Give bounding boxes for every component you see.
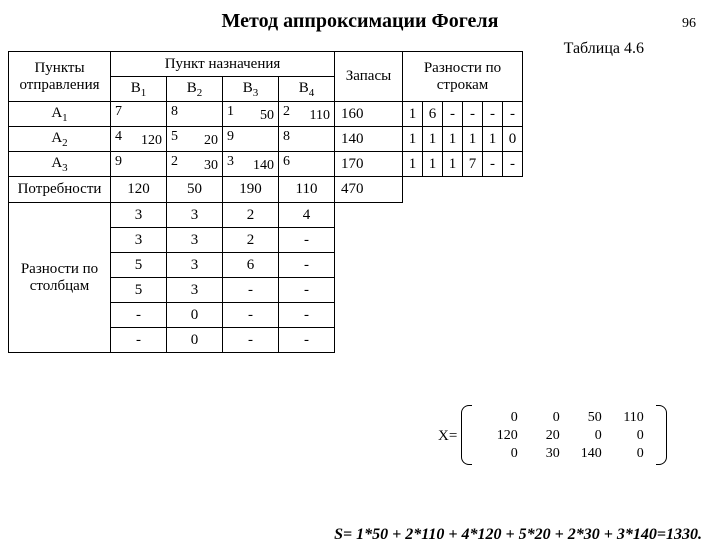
hdr-b3: B3 <box>223 77 279 102</box>
table-row: A1 7 8 150 2110 160 16---- <box>9 102 523 127</box>
col-diff-row: Разности по столбцам 3324 <box>9 203 523 228</box>
demand-row: Потребности 12050190110 470 <box>9 177 523 203</box>
page-title: Метод аппроксимации Фогеля <box>0 10 720 33</box>
vogel-table: Пункты отправления Пункт назначения Запа… <box>8 51 523 353</box>
hdr-sources: Пункты отправления <box>9 52 111 102</box>
row-label: A3 <box>9 152 111 177</box>
table-row: A2 4120 520 9 8 140 111110 <box>9 127 523 152</box>
hdr-b4: B4 <box>279 77 335 102</box>
hdr-b2: B2 <box>167 77 223 102</box>
table-row: A3 9 230 3140 6 170 1117-- <box>9 152 523 177</box>
table-caption: Таблица 4.6 <box>564 40 644 58</box>
row-label: A2 <box>9 127 111 152</box>
cost-formula: S= 1*50 + 2*110 + 4*120 + 5*20 + 2*30 + … <box>334 526 702 544</box>
hdr-dest: Пункт назначения <box>111 52 335 77</box>
solution-matrix: X= 0050110 1202000 0301400 <box>438 406 667 466</box>
row-label: A1 <box>9 102 111 127</box>
hdr-stocks: Запасы <box>335 52 403 102</box>
page-number: 96 <box>682 16 696 32</box>
hdr-b1: B1 <box>111 77 167 102</box>
hdr-row-diffs: Разности по строкам <box>403 52 523 102</box>
